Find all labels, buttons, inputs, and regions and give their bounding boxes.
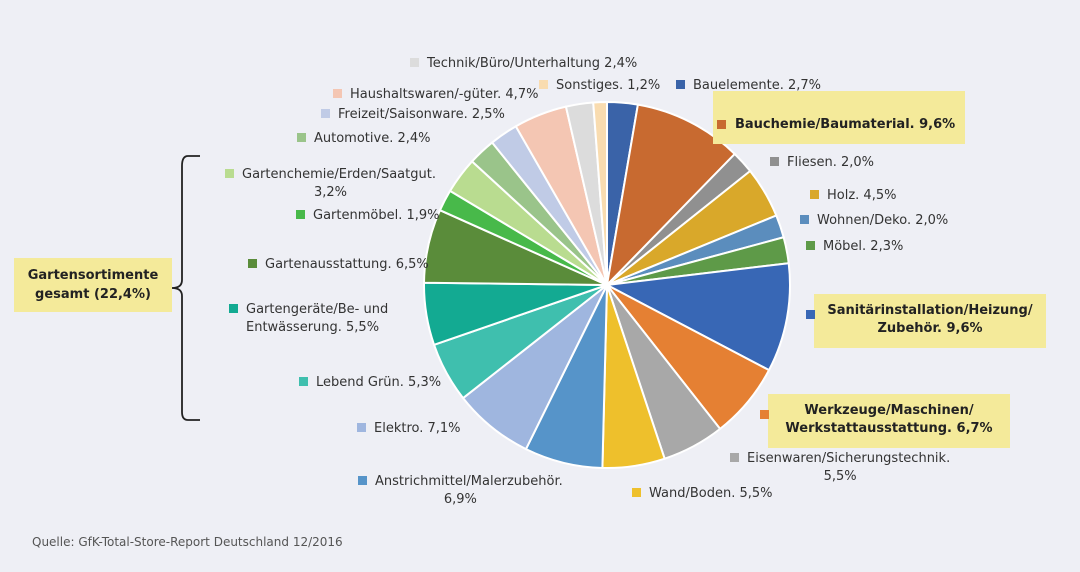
slice-name: Eisenwaren/Sicherungstechnik. <box>747 451 951 466</box>
slice-label: Gartengeräte/Be- und Entwässerung. 5,5% <box>229 301 388 337</box>
legend-swatch <box>806 241 815 250</box>
slice-label: Holz. 4,5% <box>810 187 896 205</box>
legend-swatch <box>539 80 548 89</box>
slice-value: 5,5% <box>823 469 857 484</box>
legend-swatch <box>810 190 819 199</box>
slice-name: Anstrichmittel/Malerzubehör. <box>375 474 563 489</box>
slice-label: Fliesen. 2,0% <box>770 154 874 172</box>
slice-label-highlight: Werkzeuge/Maschinen/Werkstattausstattung… <box>760 394 1010 448</box>
slice-name: Gartenmöbel. 1,9% <box>313 208 440 223</box>
legend-swatch <box>299 377 308 386</box>
legend-swatch <box>410 58 419 67</box>
slice-value: 6,9% <box>443 492 477 507</box>
slice-name-value: Zubehör. 9,6% <box>877 321 983 336</box>
legend-swatch <box>358 476 367 485</box>
slice-label: Eisenwaren/Sicherungstechnik. 5,5% <box>730 450 950 486</box>
source-note: Quelle: GfK-Total-Store-Report Deutschla… <box>32 535 343 549</box>
legend-swatch <box>321 109 330 118</box>
slice-name: Bauelemente. 2,7% <box>693 78 822 93</box>
slice-label: Haushaltswaren/-güter. 4,7% <box>333 86 538 104</box>
legend-swatch <box>296 210 305 219</box>
legend-swatch <box>357 423 366 432</box>
slice-label: Freizeit/Saisonware. 2,5% <box>321 106 505 124</box>
slice-label: Lebend Grün. 5,3% <box>299 374 441 392</box>
slice-label: Bauelemente. 2,7% <box>676 77 821 95</box>
slice-value: 3,2% <box>313 185 347 200</box>
legend-swatch <box>770 157 779 166</box>
legend-swatch <box>800 215 809 224</box>
group-bracket <box>171 155 200 421</box>
slice-label: Wohnen/Deko. 2,0% <box>800 212 948 230</box>
slice-label: Automotive. 2,4% <box>297 130 431 148</box>
pie-slice <box>592 100 608 286</box>
slice-label: Anstrichmittel/Malerzubehör. 6,9% <box>358 473 563 509</box>
legend-swatch <box>229 304 238 313</box>
group-total-label: Gartensortimente gesamt (22,4%) <box>14 258 172 312</box>
slice-label: Gartenchemie/Erden/Saatgut. 3,2% <box>225 166 436 202</box>
slice-name: Automotive. 2,4% <box>314 131 431 146</box>
slice-name: Gartenchemie/Erden/Saatgut. <box>242 167 436 182</box>
legend-swatch <box>333 89 342 98</box>
legend-swatch <box>676 80 685 89</box>
slice-label: Elektro. 7,1% <box>357 420 461 438</box>
slice-label: Möbel. 2,3% <box>806 238 903 256</box>
legend-swatch <box>632 488 641 497</box>
slice-name: Lebend Grün. 5,3% <box>316 375 442 390</box>
legend-swatch <box>297 133 306 142</box>
slice-name-value: Entwässerung. 5,5% <box>246 320 380 335</box>
slice-name: Elektro. 7,1% <box>374 421 461 436</box>
slice-label: Wand/Boden. 5,5% <box>632 485 773 503</box>
pie-slice <box>605 103 737 288</box>
slice-name: Holz. 4,5% <box>827 188 897 203</box>
slice-name: Möbel. 2,3% <box>823 239 904 254</box>
slice-name: Technik/Büro/Unterhaltung 2,4% <box>427 56 638 71</box>
slice-name: Wohnen/Deko. 2,0% <box>817 213 949 228</box>
slice-name: Haushaltswaren/-güter. 4,7% <box>350 87 539 102</box>
slice-label: Gartenmöbel. 1,9% <box>296 207 440 225</box>
legend-swatch <box>248 259 257 268</box>
legend-swatch <box>806 310 815 319</box>
slice-name: Freizeit/Saisonware. 2,5% <box>338 107 505 122</box>
legend-swatch <box>225 169 234 178</box>
legend-swatch <box>730 453 739 462</box>
slice-label: Sonstiges. 1,2% <box>539 77 660 95</box>
legend-swatch <box>717 120 726 129</box>
slice-name: Wand/Boden. 5,5% <box>649 486 773 501</box>
slice-name: Sonstiges. 1,2% <box>556 78 661 93</box>
slice-name-value: Bauchemie/Baumaterial. 9,6% <box>735 117 956 132</box>
slice-name: Gartengeräte/Be- und <box>246 302 389 317</box>
legend-swatch <box>760 410 769 419</box>
slice-name: Werkzeuge/Maschinen/ <box>804 403 974 418</box>
pie-slice <box>603 262 792 372</box>
slice-name: Gartenausstattung. 6,5% <box>265 257 429 272</box>
slice-label-highlight: Sanitärinstallation/Heizung/Zubehör. 9,6… <box>806 294 1046 348</box>
slice-name: Sanitärinstallation/Heizung/ <box>827 303 1033 318</box>
slice-name-value: Werkstattausstattung. 6,7% <box>785 421 993 436</box>
slice-name: Fliesen. 2,0% <box>787 155 875 170</box>
group-label-line2: gesamt (22,4%) <box>35 287 151 302</box>
group-label-line1: Gartensortimente <box>27 268 159 283</box>
slice-label: Technik/Büro/Unterhaltung 2,4% <box>410 55 637 73</box>
slice-label: Gartenausstattung. 6,5% <box>248 256 429 274</box>
slice-label-highlight: Bauchemie/Baumaterial. 9,6% <box>713 91 965 144</box>
